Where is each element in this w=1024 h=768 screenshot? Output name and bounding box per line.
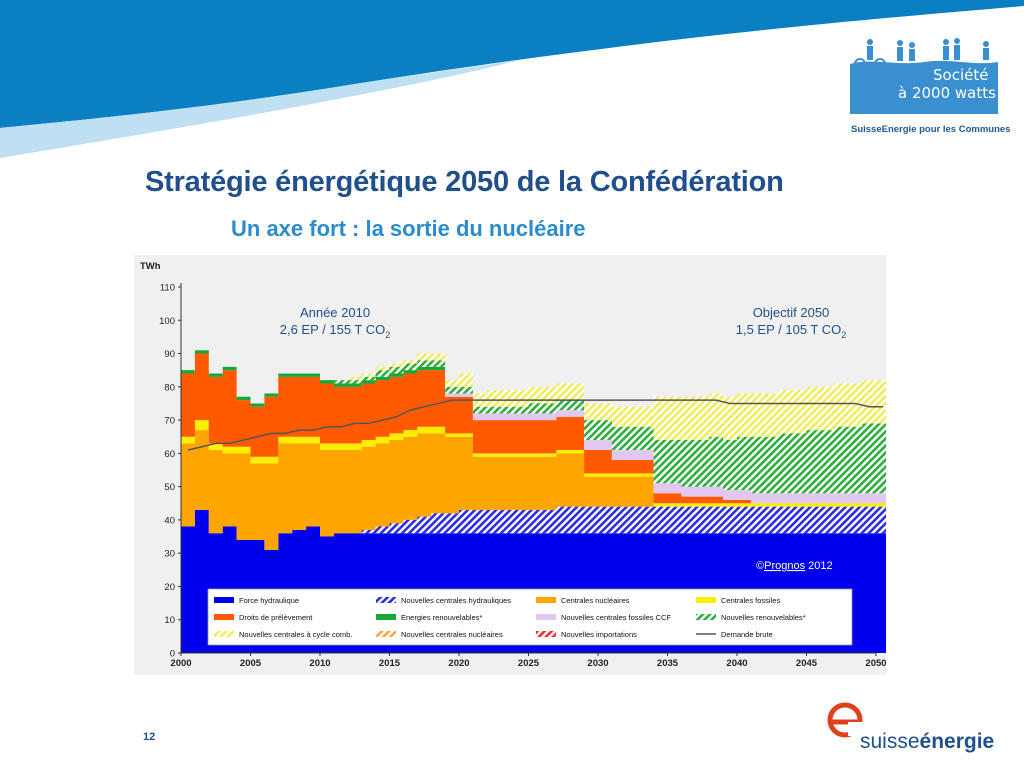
y-axis-label: TWh (140, 261, 161, 272)
x-tick-label: 2000 (170, 658, 191, 669)
y-tick-label: 10 (164, 615, 175, 626)
x-tick-label: 2025 (518, 658, 540, 669)
legend-swatch (214, 631, 234, 637)
y-tick-label: 90 (164, 349, 175, 360)
legend-swatch (696, 597, 716, 603)
logo-line1: Société (933, 66, 988, 84)
slide-title: Stratégie énergétique 2050 de la Confédé… (145, 166, 784, 198)
header-band (0, 0, 1024, 158)
legend-swatch (214, 614, 234, 620)
y-tick-label: 70 (164, 416, 175, 427)
legend-swatch (376, 614, 396, 620)
slide-subtitle: Un axe fort : la sortie du nucléaire (231, 216, 586, 241)
legend-swatch (214, 597, 234, 603)
x-tick-label: 2005 (240, 658, 262, 669)
area-new_renewable (181, 350, 886, 494)
annotation-line2: 2,6 EP / 155 T CO2 (280, 322, 391, 340)
y-tick-label: 80 (164, 382, 175, 393)
annotation-line1: Année 2010 (300, 305, 370, 320)
legend-label: Nouvelles centrales à cycle comb. (239, 630, 352, 639)
page-number: 12 (143, 731, 156, 743)
y-tick-label: 100 (159, 316, 175, 327)
energie-e-icon (827, 702, 864, 738)
societe-2000-watts-logo: Société à 2000 watts (850, 36, 998, 114)
demand-line (187, 399, 883, 451)
area-withdrawal (181, 353, 886, 504)
annotation-line2: 1,5 EP / 105 T CO2 (736, 322, 847, 340)
y-tick-label: 20 (164, 582, 175, 593)
legend-label: Nouvelles renouvelables* (721, 613, 806, 622)
y-tick-label: 110 (160, 283, 175, 294)
legend-box (207, 588, 853, 646)
legend-swatch (696, 614, 716, 620)
brand-bold: énergie (919, 730, 995, 753)
x-tick-label: 2010 (309, 658, 330, 669)
legend-label: Nouvelles centrales hydrauliques (401, 596, 511, 605)
energy-chart: 0 10 20 30 40 50 60 70 80 90 100 110 2000 2005 2010 201… (134, 255, 886, 675)
annotation-subscript: 2 (841, 330, 846, 340)
y-tick-label: 0 (170, 649, 175, 660)
suisse-energie-logo (826, 700, 996, 756)
copyright-note: ©Prognos 2012 (756, 560, 833, 572)
logo-tagline: SuisseEnergie pour les Communes (851, 124, 1011, 135)
legend-label: Droits de prélèvement (239, 613, 313, 622)
legend-swatch (376, 631, 396, 637)
legend-label: Demande brute (721, 630, 773, 639)
legend-label: Nouvelles centrales fossiles CCF (561, 613, 671, 622)
y-tick-label: 30 (164, 549, 175, 560)
legend-swatch (376, 597, 396, 603)
x-tick-label: 2040 (726, 658, 747, 669)
x-tick-label: 2035 (657, 658, 679, 669)
annotation-line1: Objectif 2050 (753, 305, 830, 320)
annotation-subscript: 2 (385, 330, 390, 340)
area-new_combined (181, 350, 886, 441)
x-tick-label: 2020 (448, 658, 469, 669)
legend-label: Centrales nucléaires (561, 596, 630, 605)
logo-line2: à 2000 watts (898, 84, 996, 102)
x-tick-label: 2050 (865, 658, 886, 669)
y-tick-label: 40 (164, 515, 175, 526)
y-tick-label: 50 (164, 482, 175, 493)
x-tick-label: 2015 (379, 658, 401, 669)
legend-swatch (536, 631, 556, 637)
brand-prefix: suisse (860, 730, 920, 753)
brand-wordmark: suisseénergie (860, 730, 994, 754)
legend-label: Force hydraulique (239, 596, 299, 605)
x-tick-label: 2045 (796, 658, 818, 669)
area-new_hydro (181, 506, 886, 550)
prognos-link[interactable]: Prognos (764, 560, 805, 572)
legend-label: Energies renouvelables* (401, 613, 482, 622)
legend-swatch (536, 614, 556, 620)
x-tick-label: 2030 (587, 658, 608, 669)
legend-swatch (536, 597, 556, 603)
legend-label: Nouvelles centrales nucléaires (401, 630, 503, 639)
legend-label: Nouvelles importations (561, 630, 637, 639)
area-nuclear (181, 430, 886, 550)
legend-label: Centrales fossiles (721, 596, 780, 605)
y-tick-label: 60 (164, 449, 175, 460)
